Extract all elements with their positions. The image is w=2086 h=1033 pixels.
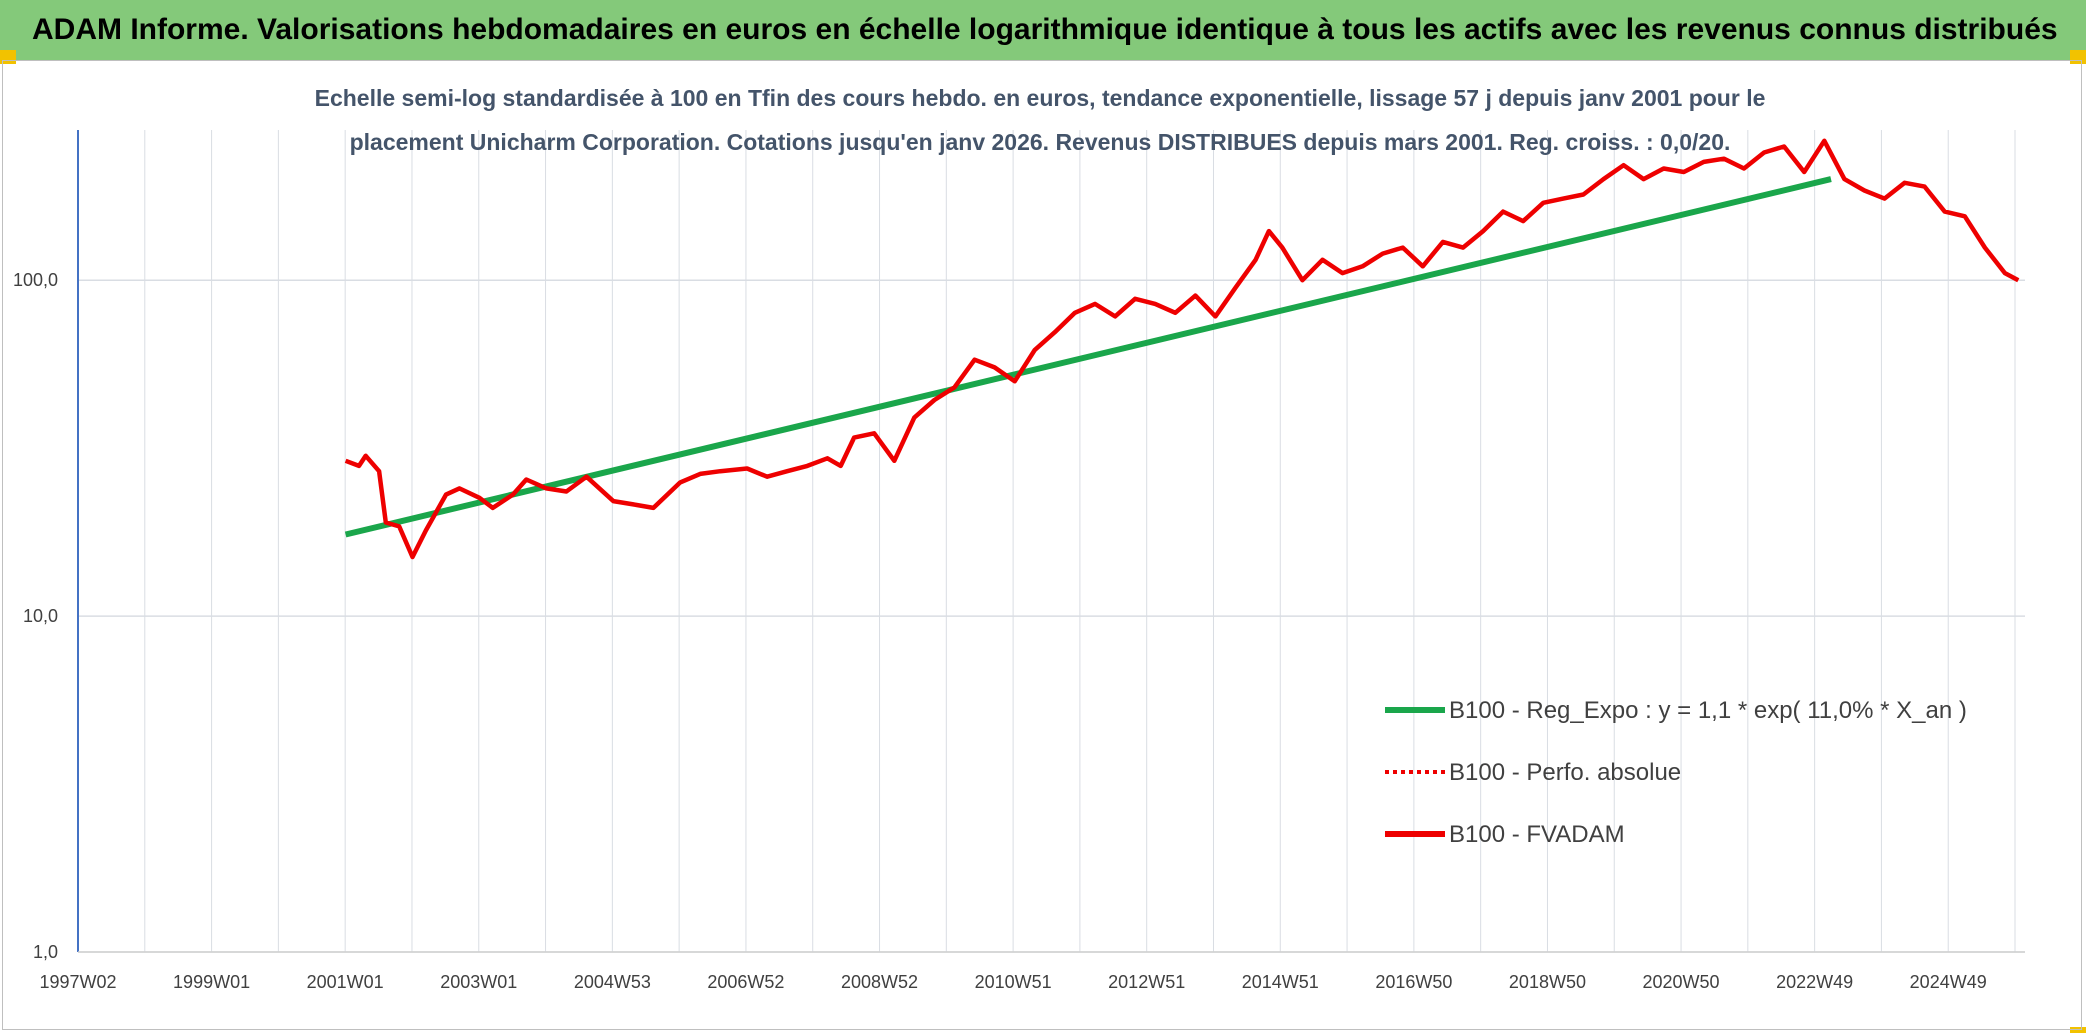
series-line-fvadam <box>344 138 2020 560</box>
x-tick-label: 1997W02 <box>39 972 116 992</box>
y-tick-label: 10,0 <box>23 606 58 626</box>
x-tick-label: 2022W49 <box>1776 972 1853 992</box>
y-tick-label: 1,0 <box>33 942 58 962</box>
x-tick-label: 2020W50 <box>1643 972 1720 992</box>
x-tick-label: 2008W52 <box>841 972 918 992</box>
x-tick-label: 2003W01 <box>440 972 517 992</box>
x-tick-label: 2004W53 <box>574 972 651 992</box>
y-tick-label: 100,0 <box>13 270 58 290</box>
series-layer <box>344 138 2020 560</box>
x-tick-label: 1999W01 <box>173 972 250 992</box>
page-title: ADAM Informe. Valorisations hebdomadaire… <box>0 0 2086 60</box>
legend-label: B100 - FVADAM <box>1449 821 1625 848</box>
x-tick-label: 2001W01 <box>307 972 384 992</box>
corner-mark-bottom-right <box>2070 1027 2086 1033</box>
series-line-trend <box>344 176 1832 538</box>
legend: B100 - Reg_Expo : y = 1,1 * exp( 11,0% *… <box>1385 697 1967 848</box>
legend-label: B100 - Reg_Expo : y = 1,1 * exp( 11,0% *… <box>1449 697 1967 724</box>
x-tick-label: 2016W50 <box>1375 972 1452 992</box>
chart-frame <box>2 60 2082 1030</box>
x-tick-label: 2010W51 <box>975 972 1052 992</box>
horizontal-gridlines <box>78 279 2025 953</box>
x-tick-label: 2006W52 <box>707 972 784 992</box>
legend-label: B100 - Perfo. absolue <box>1449 759 1681 786</box>
x-tick-label: 2018W50 <box>1509 972 1586 992</box>
x-tick-label: 2024W49 <box>1910 972 1987 992</box>
chart-svg: 1,0 10,0 100,0 1997W02 1999W01 2001W01 2003W0… <box>13 85 2025 992</box>
x-tick-label: 2012W51 <box>1108 972 1185 992</box>
subtitle-line-2: placement Unicharm Corporation. Cotation… <box>350 129 1731 155</box>
x-tick-label: 2014W51 <box>1242 972 1319 992</box>
x-axis: 1997W02 1999W01 2001W01 2003W01 2004W53 2006W… <box>39 951 2025 992</box>
vertical-gridlines <box>77 130 2016 952</box>
y-axis: 1,0 10,0 100,0 <box>13 130 79 962</box>
chart-subtitle: Echelle semi-log standardisée à 100 en T… <box>315 85 1766 155</box>
subtitle-line-1: Echelle semi-log standardisée à 100 en T… <box>315 85 1766 111</box>
